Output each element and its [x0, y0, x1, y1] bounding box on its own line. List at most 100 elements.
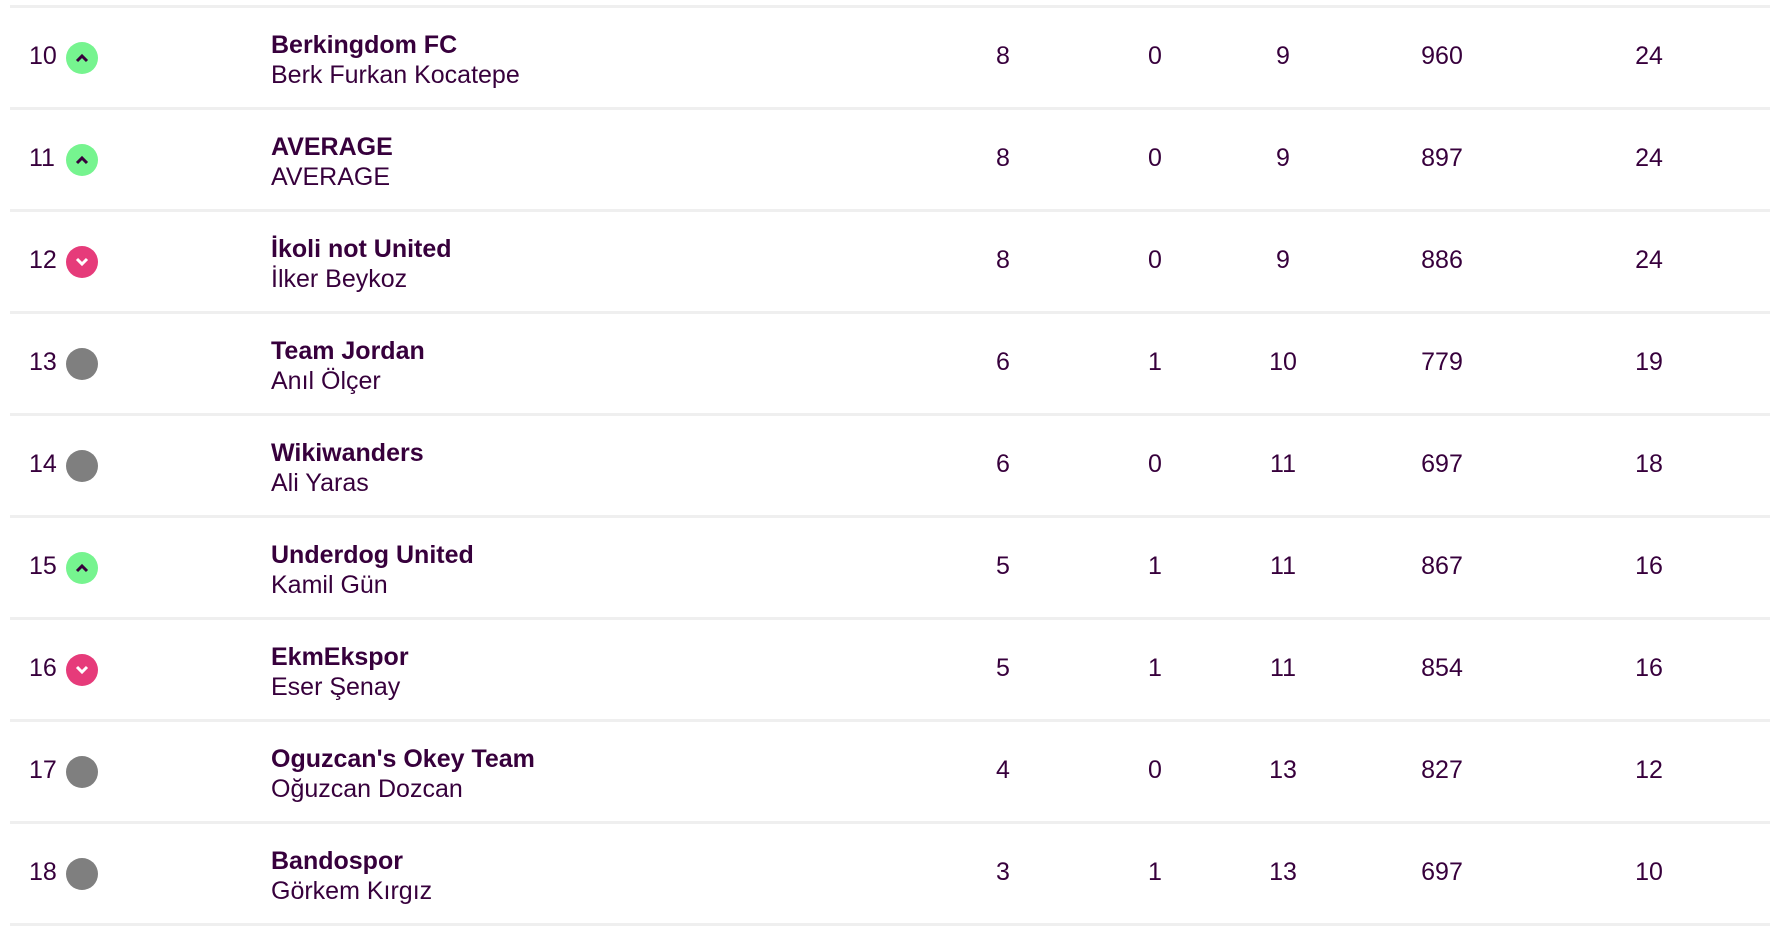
- rank: 17: [29, 756, 57, 784]
- table-row[interactable]: 17 Oguzcan's Okey Team Oğuzcan Dozcan 4 …: [10, 722, 1770, 824]
- team-cell[interactable]: EkmEkspor Eser Şenay: [271, 642, 409, 702]
- losses: 9: [1276, 144, 1290, 172]
- draws: 1: [1148, 654, 1162, 682]
- wins: 4: [996, 756, 1010, 784]
- team-name[interactable]: Underdog United: [271, 541, 474, 569]
- total-points: 19: [1635, 348, 1663, 376]
- draws: 0: [1148, 756, 1162, 784]
- wins: 3: [996, 858, 1010, 886]
- rank: 15: [29, 552, 57, 580]
- rank: 12: [29, 246, 57, 274]
- draws: 1: [1148, 348, 1162, 376]
- manager-name: Eser Şenay: [271, 673, 401, 701]
- rank: 13: [29, 348, 57, 376]
- team-name[interactable]: EkmEkspor: [271, 643, 409, 671]
- wins: 6: [996, 348, 1010, 376]
- no-change-icon: [66, 756, 98, 788]
- draws: 1: [1148, 858, 1162, 886]
- draws: 0: [1148, 246, 1162, 274]
- team-name[interactable]: AVERAGE: [271, 133, 393, 161]
- points-for: 697: [1421, 450, 1463, 478]
- table-row[interactable]: 10 Berkingdom FC Berk Furkan Kocatepe 8 …: [10, 8, 1770, 110]
- rank: 10: [29, 42, 57, 70]
- table-row[interactable]: 18 Bandospor Görkem Kırgız 3 1 13 697 10: [10, 824, 1770, 926]
- manager-name: Berk Furkan Kocatepe: [271, 61, 520, 89]
- losses: 11: [1270, 654, 1296, 682]
- draws: 0: [1148, 450, 1162, 478]
- team-name[interactable]: Team Jordan: [271, 337, 425, 365]
- total-points: 18: [1635, 450, 1663, 478]
- table-row[interactable]: 13 Team Jordan Anıl Ölçer 6 1 10 779 19: [10, 314, 1770, 416]
- team-cell[interactable]: Berkingdom FC Berk Furkan Kocatepe: [271, 30, 520, 90]
- points-for: 827: [1421, 756, 1463, 784]
- points-for: 697: [1421, 858, 1463, 886]
- total-points: 16: [1635, 654, 1663, 682]
- rank: 11: [29, 144, 55, 172]
- losses: 9: [1276, 246, 1290, 274]
- points-for: 854: [1421, 654, 1463, 682]
- team-cell[interactable]: AVERAGE AVERAGE: [271, 132, 393, 192]
- wins: 8: [996, 246, 1010, 274]
- no-change-icon: [66, 348, 98, 380]
- losses: 10: [1269, 348, 1297, 376]
- team-cell[interactable]: Wikiwanders Ali Yaras: [271, 438, 424, 498]
- total-points: 24: [1635, 246, 1663, 274]
- table-row[interactable]: 11 AVERAGE AVERAGE 8 0 9 897 24: [10, 110, 1770, 212]
- points-for: 886: [1421, 246, 1463, 274]
- draws: 0: [1148, 144, 1162, 172]
- team-name[interactable]: Wikiwanders: [271, 439, 424, 467]
- rank: 18: [29, 858, 57, 886]
- points-for: 779: [1421, 348, 1463, 376]
- chevron-down-icon: [66, 246, 98, 278]
- no-change-icon: [66, 858, 98, 890]
- team-cell[interactable]: Oguzcan's Okey Team Oğuzcan Dozcan: [271, 744, 535, 804]
- manager-name: Ali Yaras: [271, 469, 369, 497]
- rank: 14: [29, 450, 57, 478]
- table-row[interactable]: 15 Underdog United Kamil Gün 5 1 11 867 …: [10, 518, 1770, 620]
- wins: 8: [996, 42, 1010, 70]
- total-points: 10: [1635, 858, 1663, 886]
- manager-name: Kamil Gün: [271, 571, 388, 599]
- losses: 13: [1269, 756, 1297, 784]
- rank: 16: [29, 654, 57, 682]
- manager-name: AVERAGE: [271, 163, 391, 191]
- manager-name: Görkem Kırgız: [271, 877, 433, 905]
- total-points: 16: [1635, 552, 1663, 580]
- team-name[interactable]: Berkingdom FC: [271, 31, 458, 59]
- points-for: 897: [1421, 144, 1463, 172]
- table-row[interactable]: 16 EkmEkspor Eser Şenay 5 1 11 854 16: [10, 620, 1770, 722]
- team-cell[interactable]: İkoli not United İlker Beykoz: [271, 234, 452, 294]
- losses: 9: [1276, 42, 1290, 70]
- total-points: 24: [1635, 42, 1663, 70]
- total-points: 12: [1635, 756, 1663, 784]
- draws: 1: [1148, 552, 1162, 580]
- chevron-up-icon: [66, 552, 98, 584]
- standings-table: 10 Berkingdom FC Berk Furkan Kocatepe 8 …: [10, 5, 1770, 926]
- losses: 13: [1269, 858, 1297, 886]
- team-name[interactable]: Oguzcan's Okey Team: [271, 745, 535, 773]
- team-name[interactable]: Bandospor: [271, 847, 403, 875]
- manager-name: İlker Beykoz: [271, 265, 408, 293]
- chevron-up-icon: [66, 42, 98, 74]
- manager-name: Anıl Ölçer: [271, 367, 381, 395]
- wins: 6: [996, 450, 1010, 478]
- wins: 5: [996, 552, 1010, 580]
- chevron-up-icon: [66, 144, 98, 176]
- losses: 11: [1270, 450, 1296, 478]
- points-for: 960: [1421, 42, 1463, 70]
- total-points: 24: [1635, 144, 1663, 172]
- team-cell[interactable]: Underdog United Kamil Gün: [271, 540, 474, 600]
- points-for: 867: [1421, 552, 1463, 580]
- chevron-down-icon: [66, 654, 98, 686]
- losses: 11: [1270, 552, 1296, 580]
- manager-name: Oğuzcan Dozcan: [271, 775, 463, 803]
- team-cell[interactable]: Team Jordan Anıl Ölçer: [271, 336, 425, 396]
- table-row[interactable]: 14 Wikiwanders Ali Yaras 6 0 11 697 18: [10, 416, 1770, 518]
- team-cell[interactable]: Bandospor Görkem Kırgız: [271, 846, 432, 906]
- table-row[interactable]: 12 İkoli not United İlker Beykoz 8 0 9 8…: [10, 212, 1770, 314]
- team-name[interactable]: İkoli not United: [271, 235, 452, 263]
- wins: 8: [996, 144, 1010, 172]
- wins: 5: [996, 654, 1010, 682]
- no-change-icon: [66, 450, 98, 482]
- draws: 0: [1148, 42, 1162, 70]
